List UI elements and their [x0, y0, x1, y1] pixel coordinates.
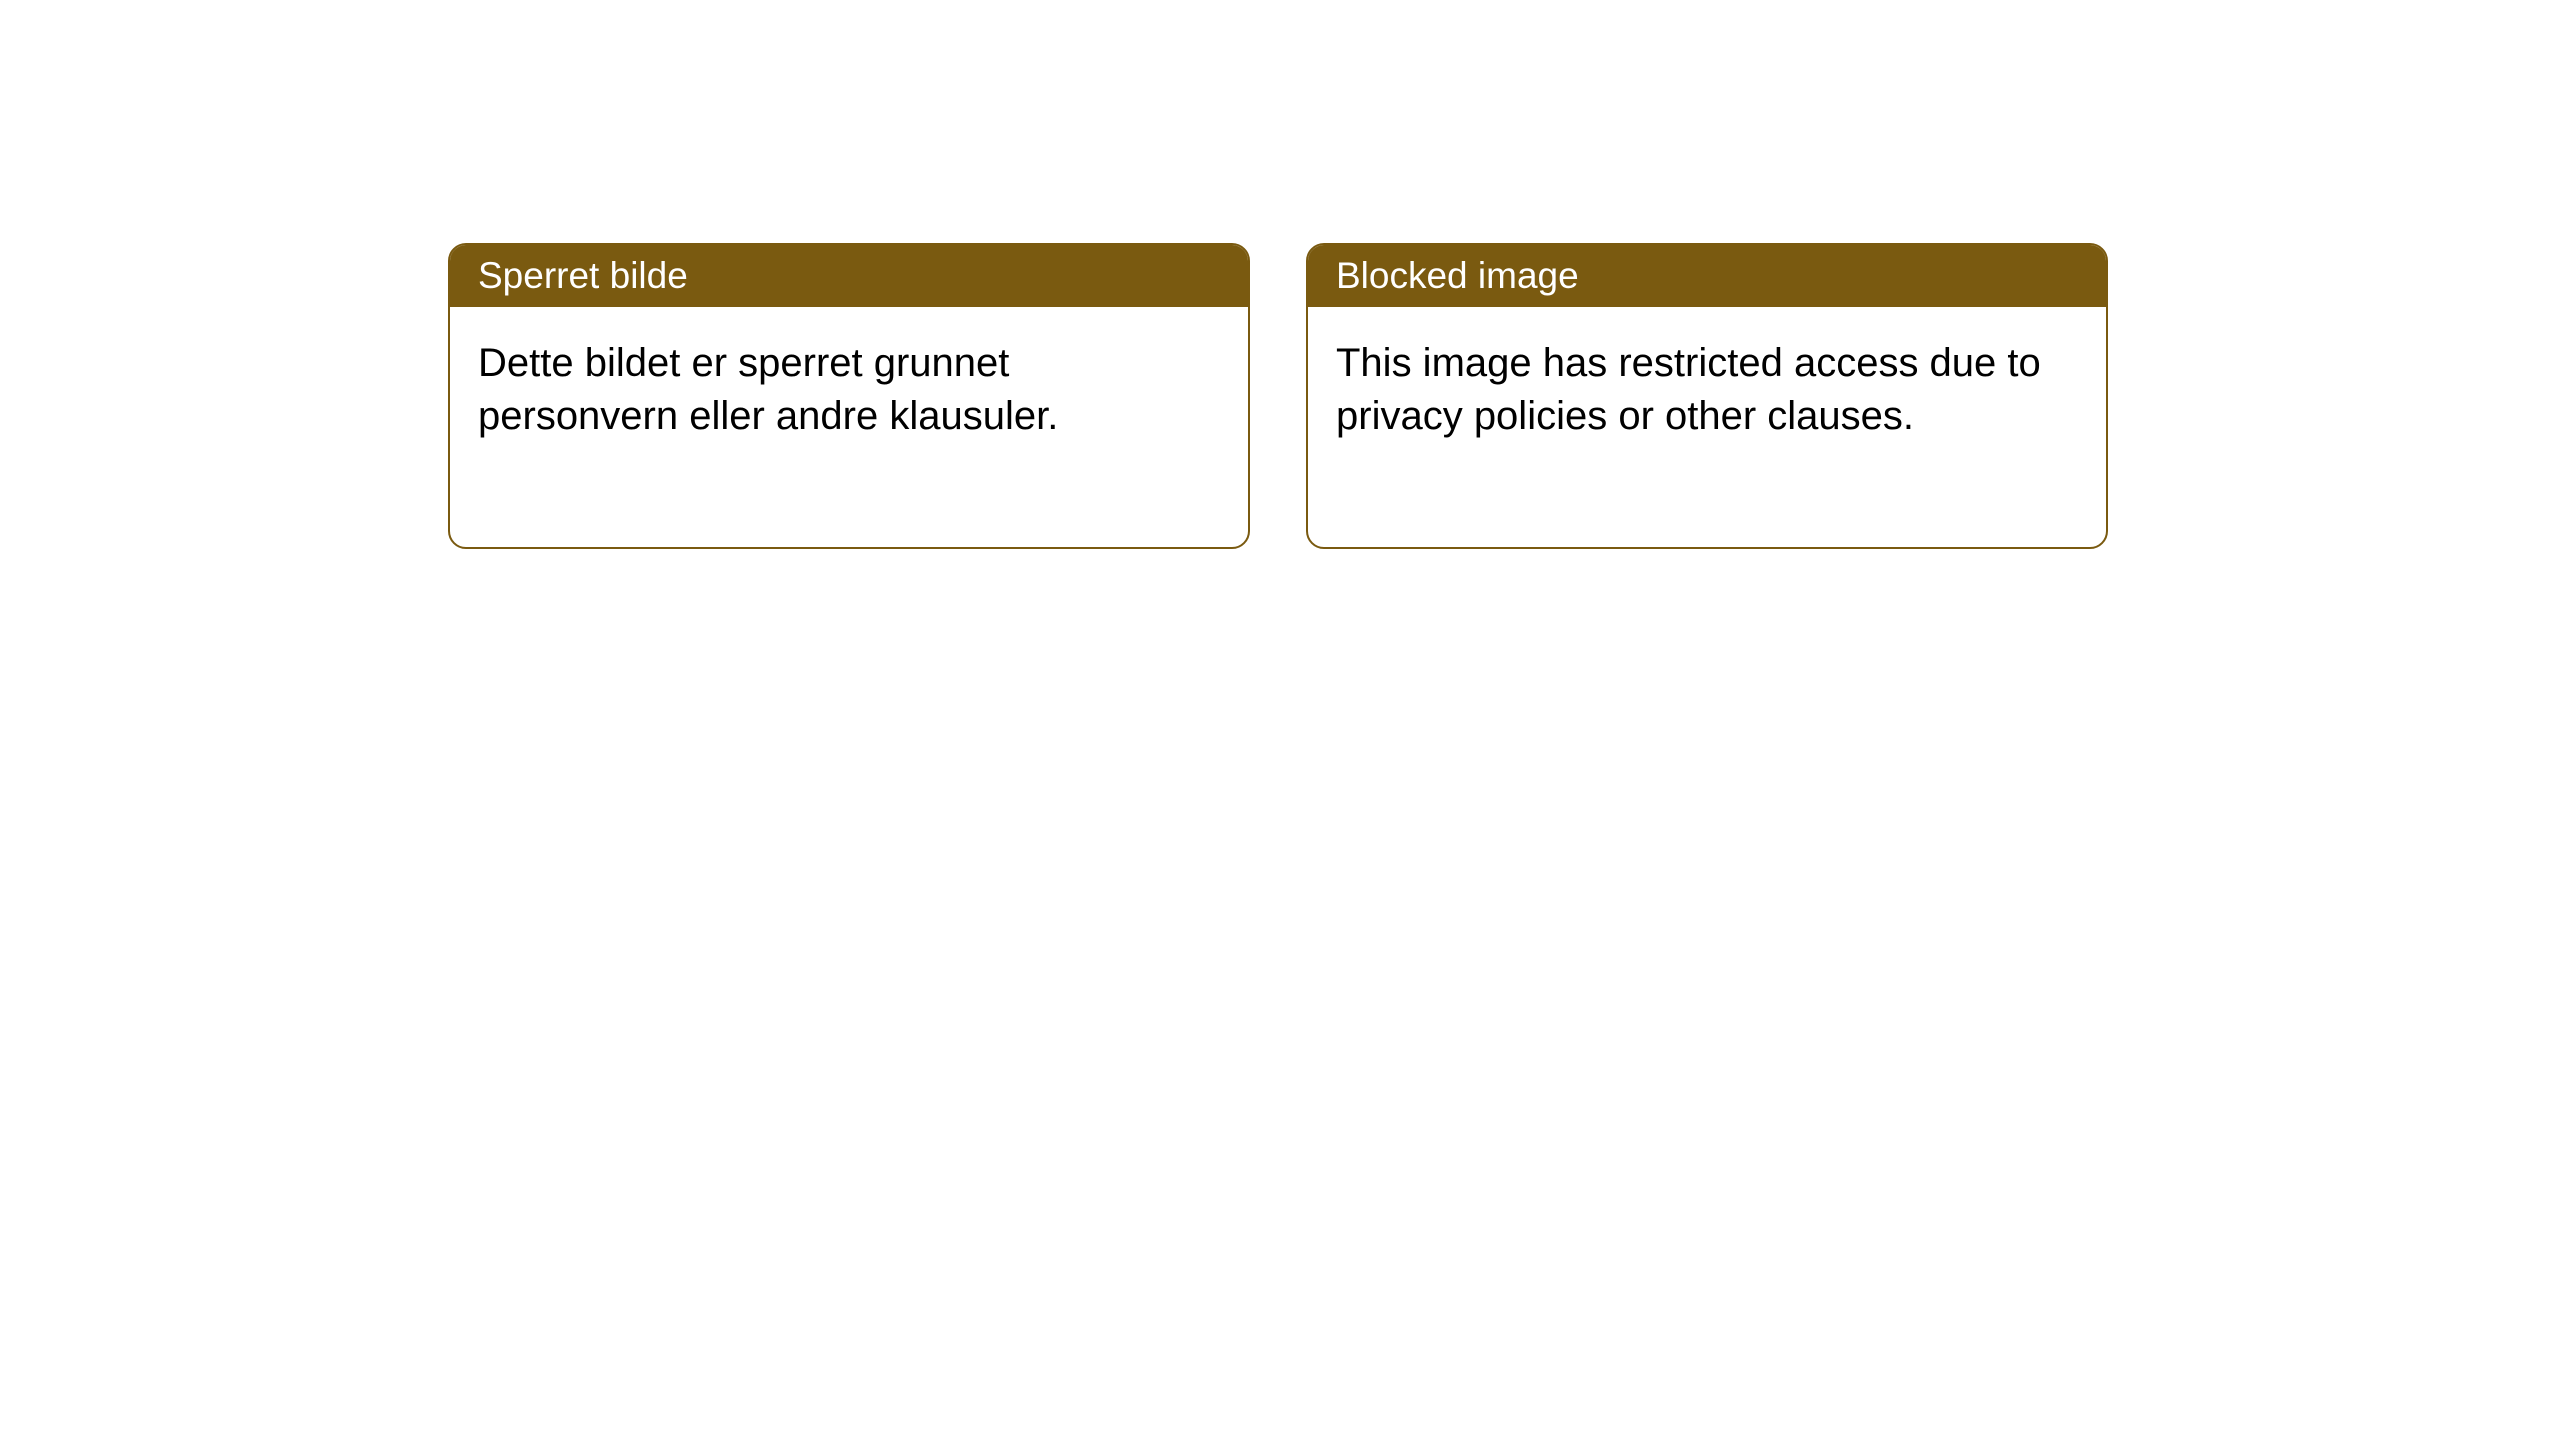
notice-card-body: Dette bildet er sperret grunnet personve… [450, 307, 1248, 547]
notice-card-no: Sperret bilde Dette bildet er sperret gr… [448, 243, 1250, 549]
notice-card-en: Blocked image This image has restricted … [1306, 243, 2108, 549]
notice-card-body: This image has restricted access due to … [1308, 307, 2106, 547]
notice-card-title: Blocked image [1308, 245, 2106, 307]
notice-card-title: Sperret bilde [450, 245, 1248, 307]
notice-container: Sperret bilde Dette bildet er sperret gr… [0, 0, 2560, 549]
